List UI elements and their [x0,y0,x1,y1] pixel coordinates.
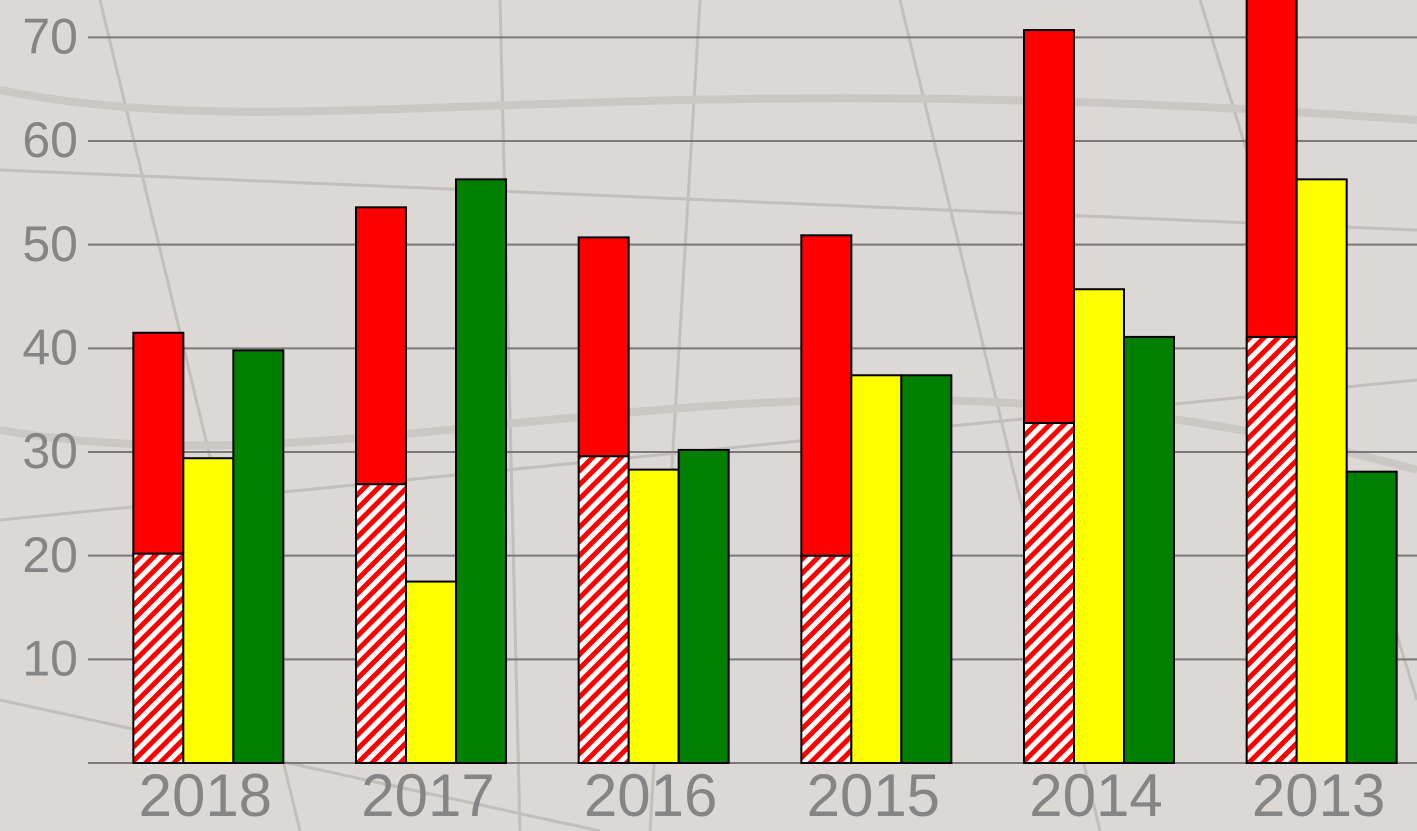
bar [800,554,853,764]
bar [132,552,185,764]
bar [1345,470,1398,764]
bar [182,457,235,764]
bar [577,236,630,458]
bar [1073,288,1125,764]
y-tick-label: 30 [22,423,78,479]
x-tick-label: 2015 [807,762,940,829]
bar [455,178,507,764]
y-tick-label: 50 [22,216,78,272]
bar [1023,421,1075,764]
y-tick-label: 40 [22,320,78,376]
x-tick-label: 2018 [139,762,272,829]
bar [850,374,903,764]
bar [405,580,457,764]
bar [1023,29,1075,424]
bar [1245,335,1298,764]
plot-area: 10 20 30 40 50 60 70 2018 2017 2016 2015 2014 2013 [22,0,1417,829]
x-tick-label: 2016 [584,762,717,829]
bar [1295,178,1348,764]
y-tick-label: 10 [22,631,78,687]
bar [132,331,185,555]
bar [577,455,630,764]
y-tick-label: 70 [22,9,78,65]
x-tick-label: 2017 [361,762,494,829]
bar [677,448,730,764]
y-tick-label: 20 [22,527,78,583]
x-tick-label: 2013 [1252,762,1385,829]
bar [1123,335,1175,764]
bar [1245,0,1298,338]
bar [900,374,953,764]
x-tick-label: 2014 [1029,762,1162,829]
bar [355,206,407,486]
bar [355,483,407,764]
bar [232,349,285,764]
bar [800,234,853,557]
y-tick-label: 60 [22,112,78,168]
bar [627,468,680,764]
